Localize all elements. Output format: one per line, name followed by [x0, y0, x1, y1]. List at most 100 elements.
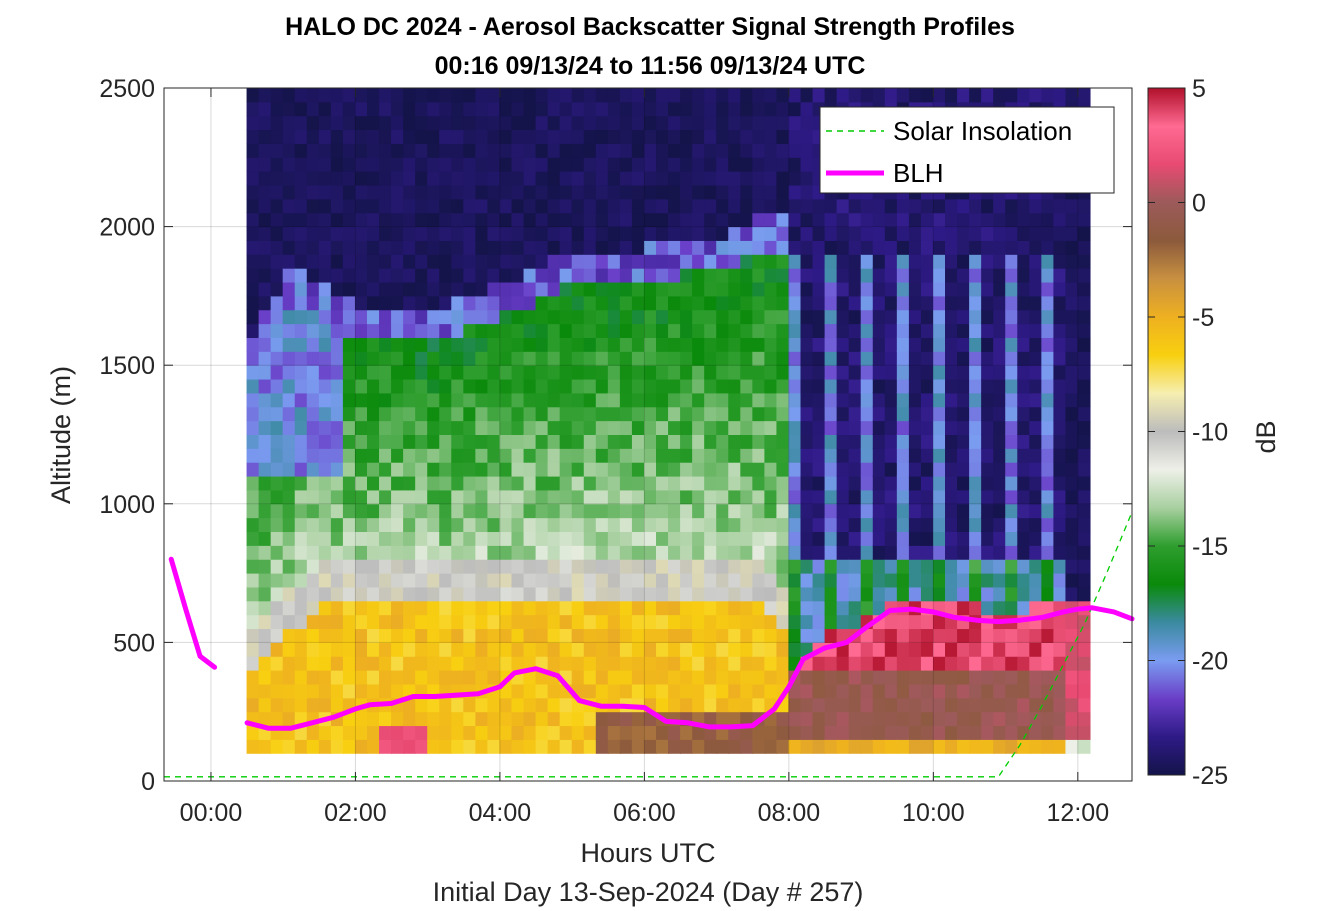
heatmap-cell — [463, 198, 477, 214]
heatmap-cell — [824, 572, 838, 588]
heatmap-cell — [908, 434, 922, 449]
heatmap-cell — [1065, 517, 1079, 533]
heatmap-cell — [656, 212, 670, 228]
heatmap-cell — [354, 253, 368, 269]
heatmap-cell — [354, 434, 368, 449]
heatmap-cell — [800, 378, 814, 394]
heatmap-cell — [439, 475, 453, 491]
heatmap-cell — [391, 253, 405, 269]
heatmap-cell — [957, 350, 971, 366]
heatmap-cell — [427, 87, 441, 103]
heatmap-cell — [716, 434, 730, 449]
heatmap-cell — [945, 711, 959, 727]
heatmap-cell — [993, 531, 1007, 546]
heatmap-cell — [1005, 420, 1019, 435]
heatmap-cell — [836, 628, 850, 643]
heatmap-cell — [945, 309, 959, 325]
heatmap-cell — [511, 447, 525, 463]
heatmap-cell — [415, 406, 429, 422]
heatmap-cell — [981, 447, 995, 463]
heatmap-cell — [583, 281, 597, 297]
heatmap-cell — [270, 614, 284, 630]
heatmap-cell — [776, 184, 790, 200]
heatmap-cell — [631, 156, 645, 172]
heatmap-cell — [571, 115, 585, 131]
heatmap-cell — [535, 572, 549, 588]
heatmap-cell — [354, 281, 368, 297]
heatmap-cell — [258, 711, 272, 727]
chart-subtitle: 00:16 09/13/24 to 11:56 09/13/24 UTC — [435, 52, 866, 80]
heatmap-cell — [740, 475, 754, 491]
heatmap-cell — [1041, 309, 1055, 325]
heatmap-cell — [656, 600, 670, 616]
heatmap-cell — [860, 531, 874, 546]
heatmap-cell — [583, 323, 597, 338]
heatmap-cell — [535, 323, 549, 338]
heatmap-cell — [656, 392, 670, 408]
heatmap-cell — [294, 184, 308, 200]
heatmap-cell — [884, 336, 898, 352]
heatmap-cell — [981, 697, 995, 713]
heatmap-cell — [463, 101, 477, 117]
heatmap-cell — [463, 184, 477, 200]
heatmap-cell — [583, 628, 597, 643]
heatmap-cell — [631, 586, 645, 602]
heatmap-cell — [475, 461, 489, 477]
heatmap-cell — [306, 156, 320, 172]
heatmap-cell — [1041, 392, 1055, 408]
heatmap-cell — [643, 212, 658, 228]
heatmap-cell — [342, 281, 356, 297]
heatmap-cell — [294, 434, 308, 449]
heatmap-cell — [668, 336, 682, 352]
heatmap-cell — [680, 517, 694, 533]
heatmap-cell — [294, 503, 308, 519]
heatmap-cell — [945, 239, 959, 255]
heatmap-cell — [668, 558, 682, 574]
heatmap-cell — [692, 628, 706, 643]
heatmap-cell — [1005, 87, 1019, 103]
heatmap-cell — [680, 336, 694, 352]
colorbar-tick-label: -25 — [1192, 762, 1228, 790]
heatmap-cell — [812, 364, 826, 380]
heatmap-cell — [920, 267, 934, 283]
heatmap-cell — [282, 531, 296, 546]
heatmap-cell — [258, 142, 272, 158]
heatmap-cell — [945, 489, 959, 505]
heatmap-cell — [884, 364, 898, 380]
heatmap-cell — [294, 447, 308, 463]
heatmap-cell — [535, 212, 549, 228]
heatmap-cell — [752, 586, 766, 602]
heatmap-cell — [391, 711, 405, 727]
heatmap-cell — [391, 641, 405, 657]
heatmap-cell — [692, 115, 706, 131]
heatmap-cell — [1065, 447, 1079, 463]
heatmap-cell — [367, 239, 381, 255]
heatmap-cell — [451, 87, 465, 103]
heatmap-cell — [836, 447, 850, 463]
heatmap-cell — [631, 309, 645, 325]
heatmap-cell — [451, 614, 465, 630]
heatmap-cell — [511, 281, 525, 297]
heatmap-cell — [294, 517, 308, 533]
heatmap-cell — [716, 489, 730, 505]
heatmap-cell — [812, 628, 826, 643]
heatmap-cell — [1041, 725, 1055, 740]
heatmap-cell — [836, 198, 850, 214]
heatmap-cell — [668, 156, 682, 172]
heatmap-cell — [342, 253, 356, 269]
heatmap-cell — [547, 628, 561, 643]
heatmap-cell — [535, 156, 549, 172]
heatmap-cell — [884, 239, 898, 255]
heatmap-cell — [367, 572, 381, 588]
heatmap-cell — [1065, 239, 1079, 255]
heatmap-cell — [403, 544, 417, 560]
heatmap-cell — [535, 129, 549, 144]
heatmap-cell — [848, 350, 862, 366]
heatmap-cell — [1053, 628, 1067, 643]
heatmap-cell — [258, 461, 272, 477]
heatmap-cell — [1029, 392, 1043, 408]
heatmap-cell — [752, 281, 766, 297]
heatmap-cell — [379, 586, 393, 602]
heatmap-cell — [342, 655, 356, 671]
heatmap-cell — [415, 434, 429, 449]
